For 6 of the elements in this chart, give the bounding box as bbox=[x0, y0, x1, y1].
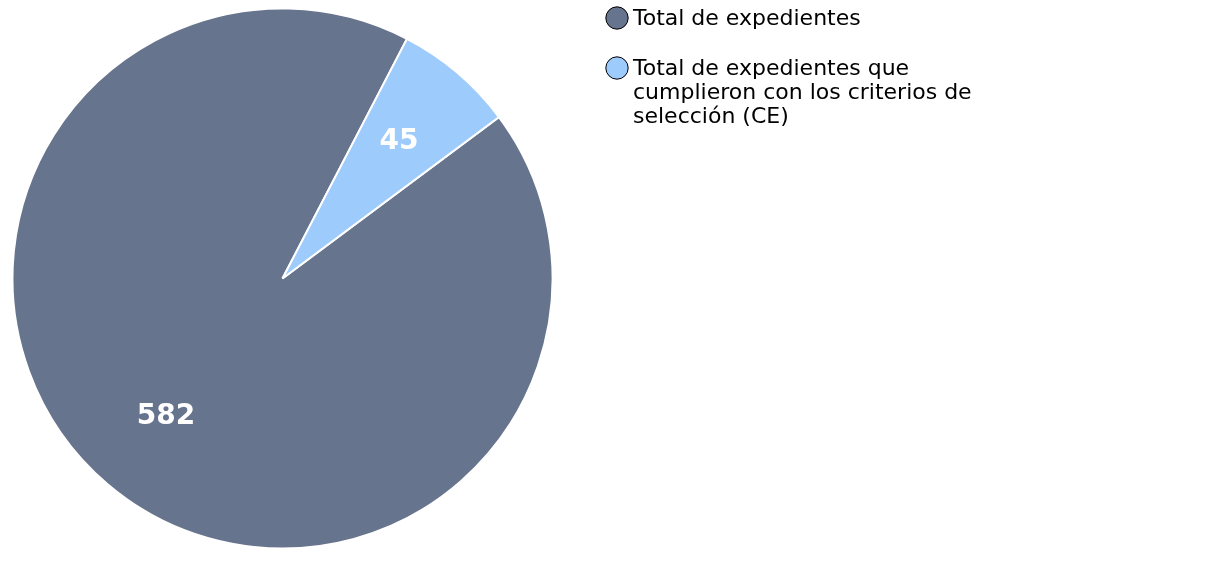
pie-slice bbox=[281, 37, 500, 280]
legend-label: Total de expedientes bbox=[632, 5, 861, 30]
pie-slice bbox=[11, 7, 554, 550]
legend-label: Total de expedientes que cumplieron con los criterios de selección (CE) bbox=[632, 55, 972, 128]
data-label: 45 bbox=[379, 123, 419, 157]
data-label: 582 bbox=[136, 397, 196, 431]
